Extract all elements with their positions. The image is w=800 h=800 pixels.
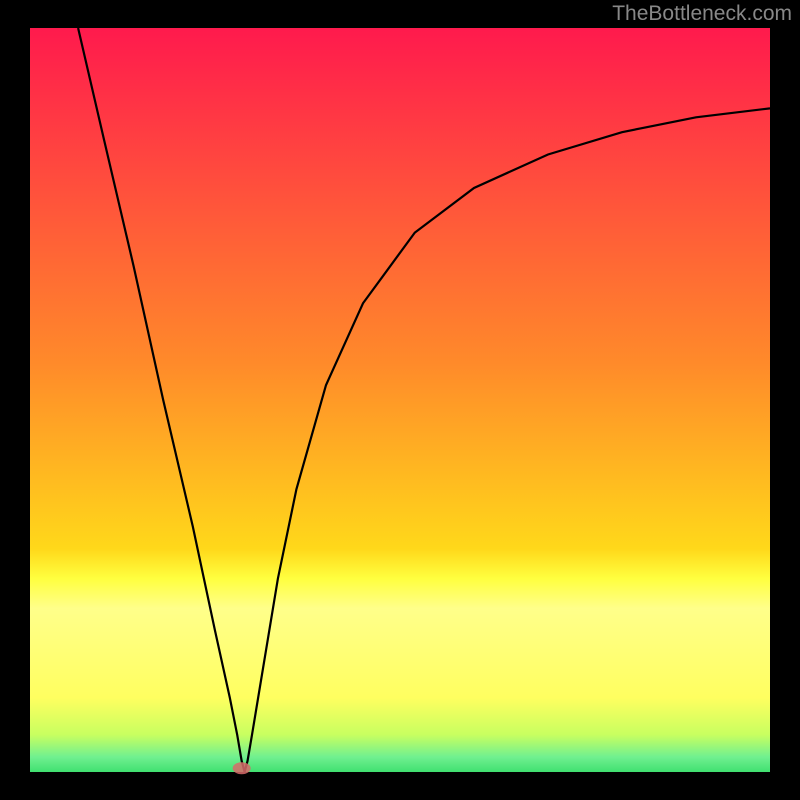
curve-svg [30, 28, 770, 772]
curve-left-branch [78, 28, 245, 772]
plot-area [30, 28, 770, 772]
watermark-text: TheBottleneck.com [612, 2, 792, 26]
min-marker [233, 762, 251, 774]
chart-container: TheBottleneck.com [0, 0, 800, 800]
curve-right-branch [245, 108, 770, 772]
